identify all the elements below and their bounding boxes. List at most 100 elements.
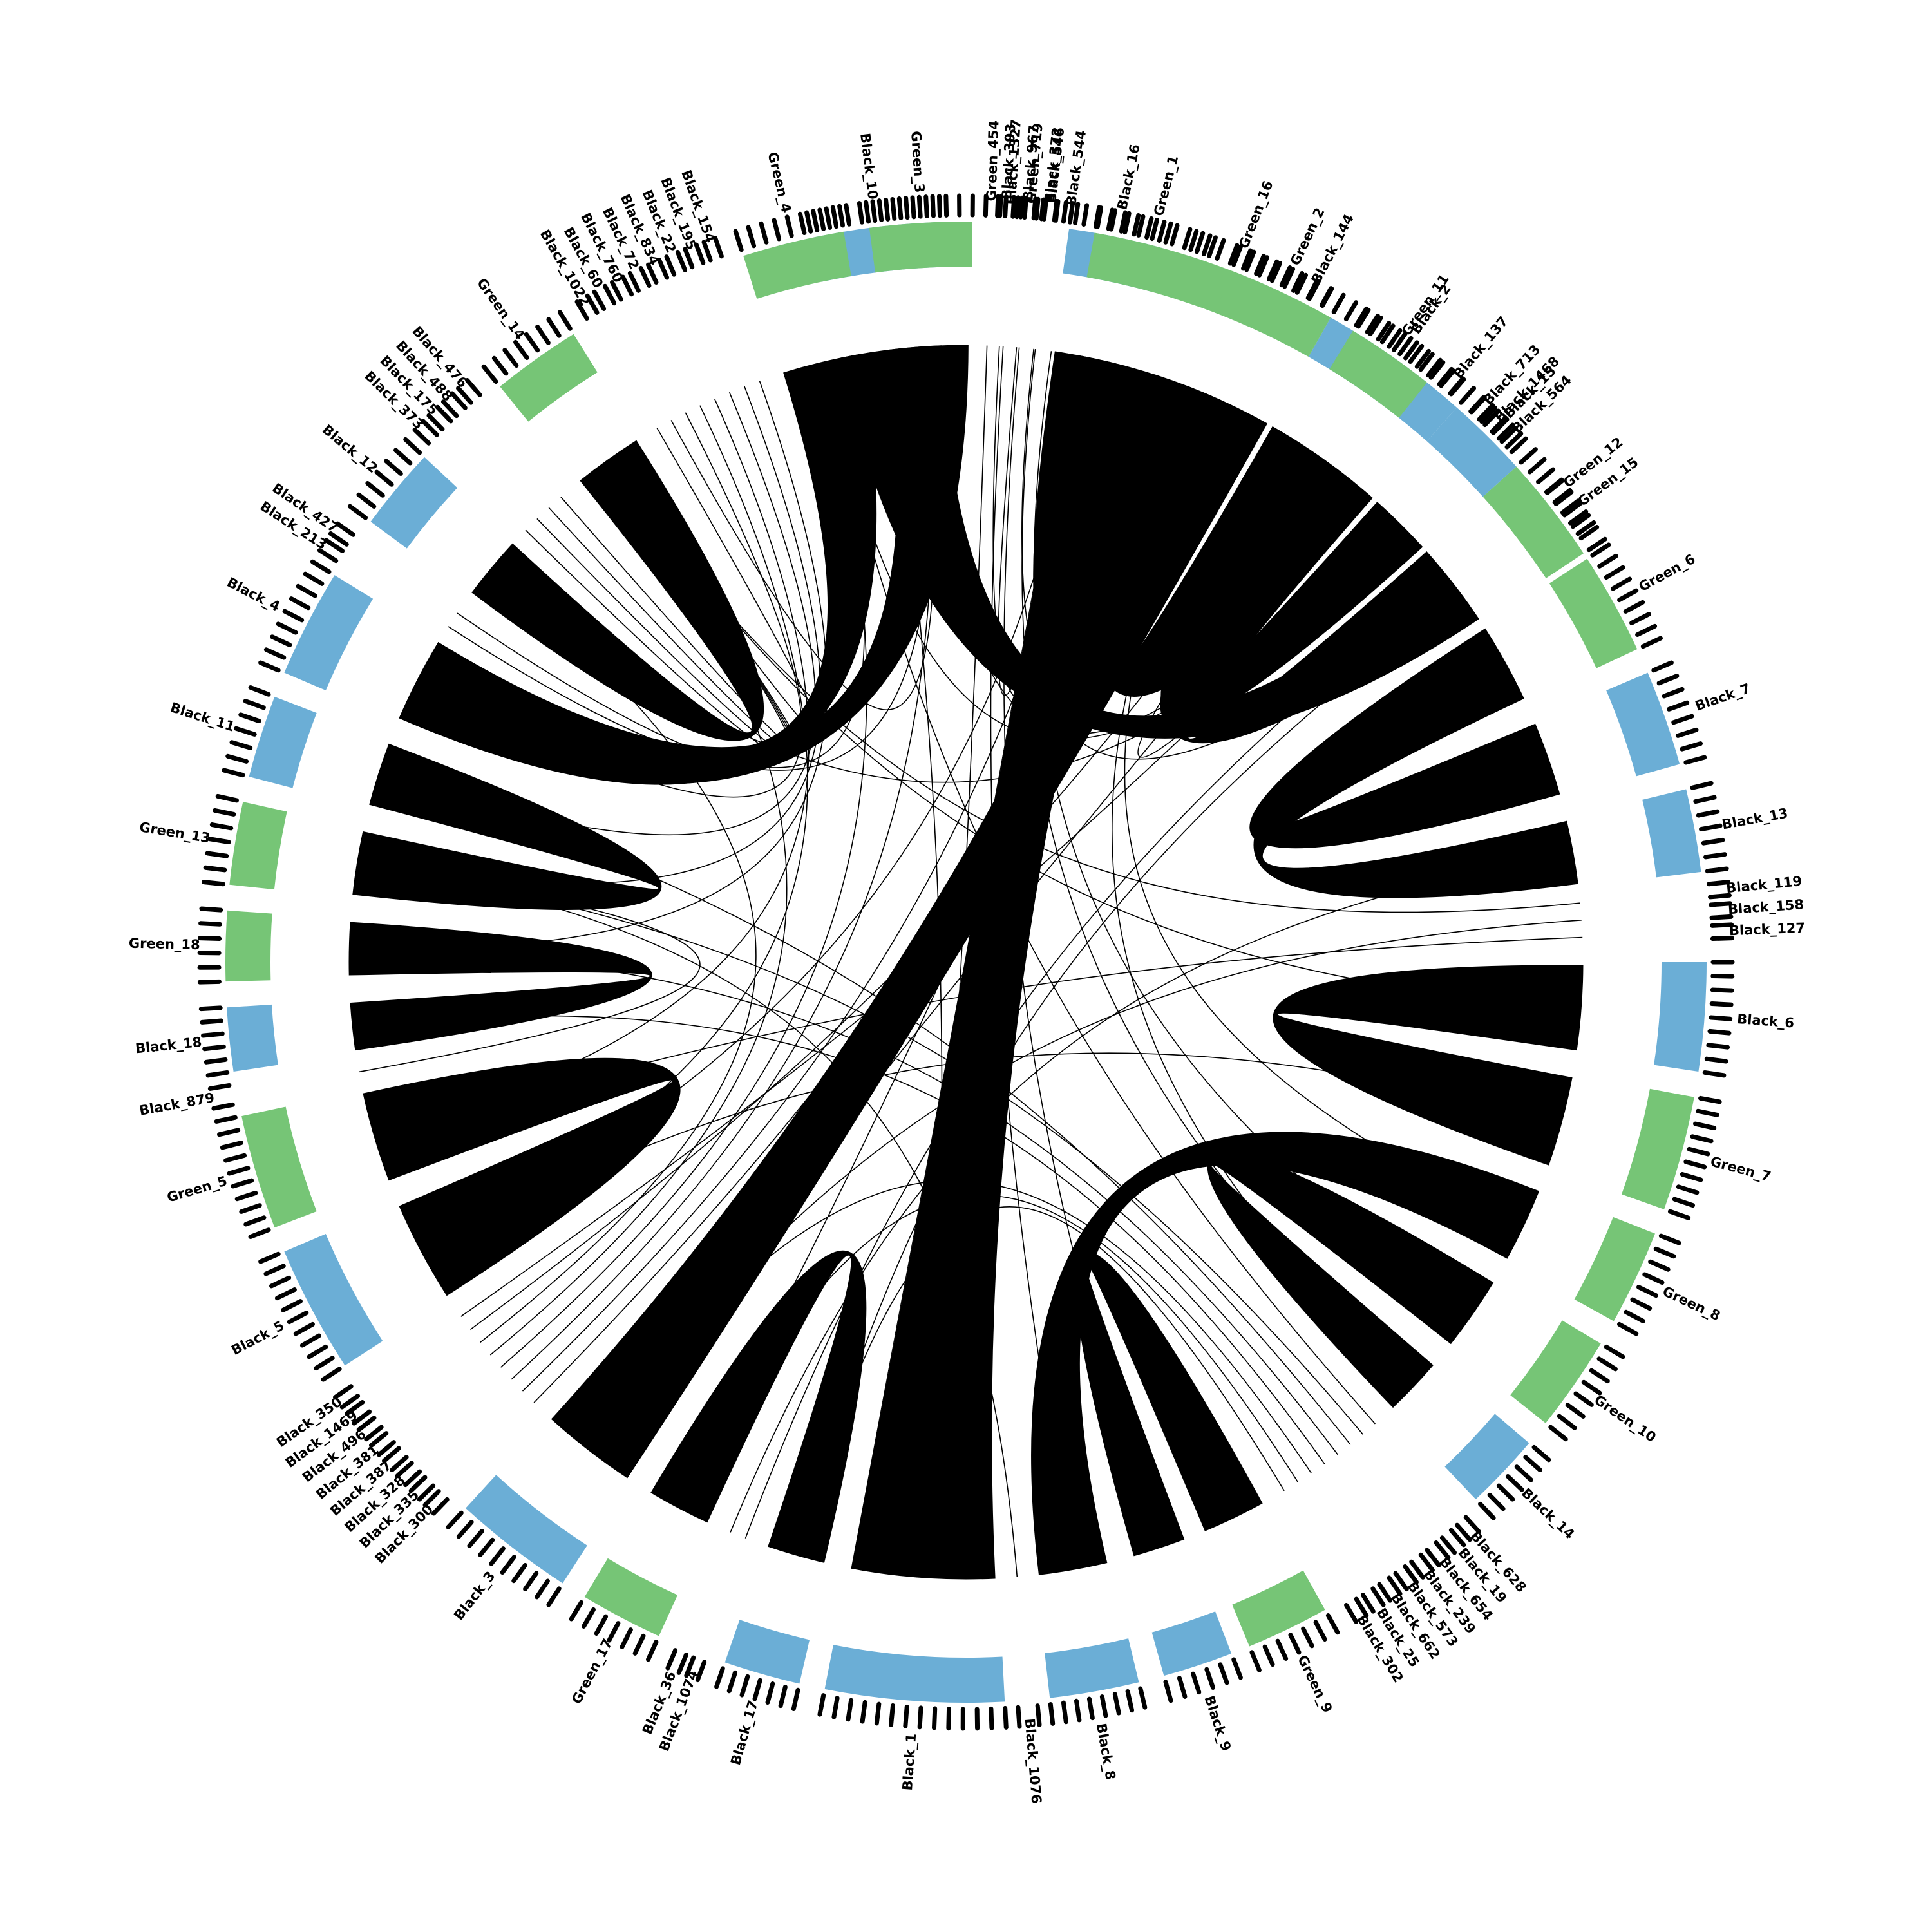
segment-label-black-13: Black_13 — [1721, 805, 1789, 832]
segment-tick-black-1327 — [1014, 195, 1021, 220]
segment-tick-black-239 — [1418, 1552, 1435, 1573]
segment-tick-green-454 — [983, 193, 989, 218]
segment-tick-green-17 — [582, 1607, 596, 1629]
segment-band-black-8 — [1045, 1638, 1139, 1698]
segment-tick-black-12 — [393, 448, 413, 466]
segment-tick-black-2 — [1403, 340, 1419, 361]
segment-tick-black-22 — [664, 254, 677, 277]
segment-band-green-11 — [1329, 330, 1427, 418]
segment-tick-black-137 — [1448, 377, 1466, 397]
segment-tick-black-17 — [765, 1681, 775, 1705]
segment-band-green-8 — [1574, 1217, 1655, 1321]
segment-tick-black-302 — [1343, 1602, 1359, 1624]
segment-tick-green-15 — [1562, 501, 1582, 518]
segment-tick-green-10 — [1581, 1379, 1602, 1396]
segment-band-green-4 — [743, 231, 851, 299]
segment-tick-black-2 — [1343, 300, 1359, 321]
segment-tick-green-719 — [1022, 196, 1028, 220]
segment-tick-green-17 — [569, 1600, 584, 1622]
segment-tick-black-60 — [592, 289, 607, 311]
segment-tick-green-3 — [890, 196, 897, 221]
segment-tick-green-11 — [1354, 306, 1369, 328]
segment-tick-black-17 — [752, 1678, 762, 1701]
segment-band-black-17 — [724, 1620, 810, 1684]
segment-label-green-16: Green_16 — [1236, 178, 1276, 251]
segment-band-green-1 — [1086, 232, 1208, 305]
segment-tick-black-1 — [817, 1693, 826, 1717]
segment-tick-black-3 — [535, 1578, 550, 1600]
segment-tick-black-381 — [376, 1440, 396, 1457]
segment-tick-black-8 — [1138, 1686, 1148, 1710]
segment-label-black-1: Black_1 — [900, 1733, 919, 1791]
segment-band-black-6 — [1654, 962, 1707, 1072]
segment-tick-green-1 — [1170, 223, 1180, 247]
segment-tick-black-4 — [303, 571, 325, 586]
segment-tick-black-1 — [889, 1703, 895, 1727]
segment-tick-black-12 — [403, 437, 422, 455]
segment-label-green-8: Green_8 — [1660, 1283, 1723, 1324]
link-line-black-300-green-2 — [533, 404, 1230, 1403]
segment-tick-green-7 — [1672, 1197, 1696, 1208]
segment-tick-green-13 — [213, 808, 236, 817]
segment-tick-green-2 — [1307, 279, 1321, 301]
segment-label-black-12: Black_12 — [319, 422, 381, 477]
segment-tick-green-7 — [1690, 1134, 1714, 1144]
link-line-black-967-black-16 — [998, 347, 1092, 696]
segment-tick-green-15 — [1570, 513, 1591, 529]
segment-tick-black-12 — [347, 504, 368, 520]
segment-tick-black-335 — [417, 1483, 436, 1502]
link-line-black-302-black-17 — [795, 1206, 1285, 1556]
link-line-green-15-black-17 — [795, 592, 1461, 1556]
segment-tick-black-60 — [603, 283, 617, 306]
segment-tick-green-5 — [243, 1215, 267, 1227]
segment-tick-black-8 — [1112, 1692, 1121, 1716]
segment-tick-black-967 — [1018, 195, 1025, 220]
segment-tick-black-10 — [884, 198, 891, 222]
segment-label-black-158: Black_158 — [1727, 896, 1804, 917]
segment-tick-black-15 — [1490, 415, 1508, 434]
segment-label-black-546: Black_546 — [1043, 127, 1067, 204]
link-line-black-22-black-11 — [378, 392, 816, 835]
link-line-black-760-black-4 — [417, 412, 802, 798]
segment-tick-black-1327 — [1003, 194, 1009, 219]
link-line-black-213-green-3 — [448, 346, 933, 771]
segment-tick-green-18 — [198, 921, 222, 927]
segment-tick-green-6 — [1617, 588, 1639, 603]
segment-tick-black-13 — [1701, 837, 1725, 846]
segment-tick-black-1 — [917, 1705, 923, 1730]
link-line-black-19-green-13 — [357, 862, 1364, 1435]
segment-tick-black-1469 — [352, 1409, 372, 1426]
link-line-black-1327-black-8 — [990, 346, 1074, 1570]
segment-tick-black-36 — [665, 1648, 678, 1671]
link-line-black-1076-green-13 — [357, 862, 1018, 1577]
segment-tick-black-14 — [1531, 1444, 1551, 1463]
segment-tick-black-3 — [478, 1537, 495, 1557]
segment-tick-black-546 — [1041, 198, 1048, 222]
link-ribbon-black-9-green-9 — [1075, 1252, 1263, 1557]
segment-tick-black-350 — [339, 1394, 361, 1410]
segment-tick-green-5 — [231, 1178, 254, 1189]
segment-tick-black-8 — [1061, 1700, 1068, 1725]
segment-tick-black-16 — [1081, 203, 1090, 227]
segment-label-green-17: Green_17 — [569, 1636, 616, 1707]
segment-label-green-14: Green_14 — [474, 276, 528, 343]
segment-band-green-10 — [1510, 1320, 1601, 1423]
segment-tick-green-4 — [824, 206, 833, 230]
link-line-green-8-green-2 — [1124, 404, 1524, 1226]
segment-tick-black-2 — [1392, 332, 1408, 352]
segment-tick-black-1074 — [695, 1660, 707, 1683]
segment-tick-black-496 — [356, 1416, 377, 1432]
segment-tick-black-488 — [450, 391, 468, 410]
segment-tick-black-2 — [1368, 315, 1383, 337]
segment-tick-green-5 — [227, 1166, 251, 1176]
link-line-black-144-green-1 — [1054, 365, 1249, 713]
segment-tick-green-10 — [1573, 1391, 1594, 1407]
segment-tick-black-4 — [270, 634, 292, 647]
segment-tick-green-12 — [1575, 520, 1596, 536]
segment-band-green-7 — [1622, 1088, 1694, 1209]
segment-tick-black-5 — [263, 1264, 286, 1276]
segment-tick-black-335 — [408, 1475, 428, 1493]
segment-label-black-119: Black_119 — [1725, 873, 1803, 896]
segment-tick-black-16 — [1136, 214, 1146, 238]
segment-tick-black-18 — [198, 1005, 223, 1012]
